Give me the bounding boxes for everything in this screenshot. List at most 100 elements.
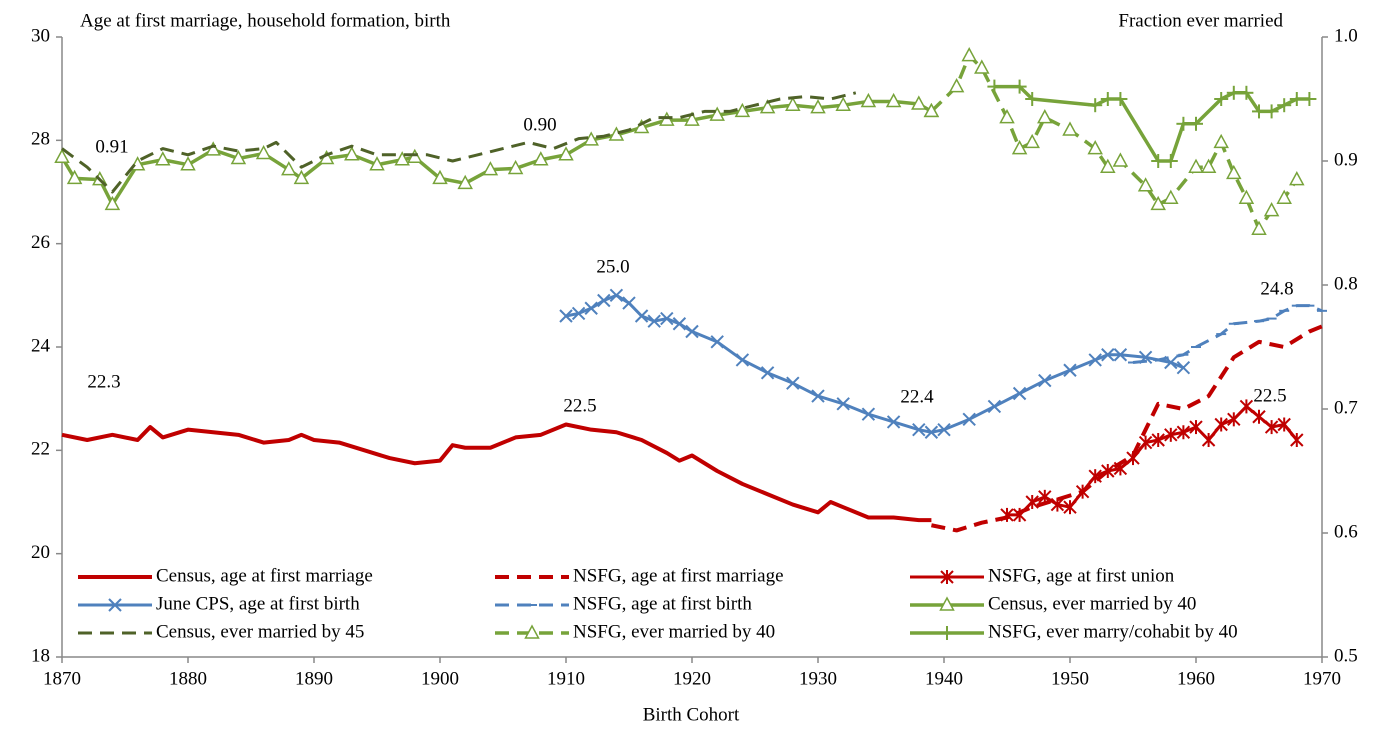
marker-shape	[1150, 195, 1166, 211]
x-tick-label: 1870	[43, 668, 81, 689]
legend-label: Census, ever married by 40	[988, 593, 1196, 614]
marker	[685, 324, 699, 339]
marker-stroke	[1176, 360, 1191, 375]
marker	[622, 296, 636, 310]
marker-stroke	[647, 314, 661, 328]
marker	[1063, 500, 1077, 515]
marker	[559, 309, 573, 323]
marker-shape	[948, 78, 965, 93]
marker	[948, 78, 965, 93]
marker-shape	[911, 95, 927, 110]
marker-shape	[999, 109, 1015, 124]
marker	[482, 161, 499, 176]
marker	[786, 376, 800, 390]
marker	[860, 92, 877, 108]
marker	[230, 149, 247, 165]
marker-shape	[1289, 171, 1305, 186]
marker	[1100, 158, 1116, 173]
marker	[672, 317, 687, 331]
marker-shape	[1188, 158, 1204, 173]
marker-shape	[533, 151, 549, 166]
marker	[394, 151, 410, 166]
marker	[457, 174, 473, 190]
marker	[1251, 220, 1267, 235]
marker-stroke	[1113, 348, 1128, 362]
marker	[584, 301, 598, 315]
y-tick-label: 30	[31, 25, 50, 46]
marker-stroke	[584, 301, 598, 315]
annotation: 22.5	[563, 395, 596, 416]
marker	[205, 141, 221, 156]
marker	[507, 159, 524, 175]
marker	[558, 146, 574, 161]
marker-stroke	[962, 412, 976, 427]
marker	[710, 335, 724, 349]
marker	[524, 624, 540, 639]
annotation: 22.4	[900, 386, 934, 407]
marker	[1050, 497, 1065, 512]
marker	[1012, 386, 1027, 401]
marker	[911, 95, 927, 110]
marker	[836, 397, 850, 411]
marker-shape	[1163, 189, 1179, 204]
legend-label: Census, ever married by 45	[156, 621, 364, 642]
marker	[1252, 409, 1266, 424]
marker	[885, 92, 902, 108]
marker-shape	[608, 126, 625, 141]
marker-shape	[344, 146, 360, 161]
marker	[962, 412, 976, 427]
y2-tick-label: 0.6	[1334, 521, 1358, 542]
marker-stroke	[609, 288, 624, 303]
marker	[1038, 373, 1052, 388]
marker-shape	[558, 146, 574, 161]
marker	[811, 389, 825, 403]
annotation: 25.0	[596, 256, 629, 277]
marker	[709, 106, 725, 121]
marker-stroke	[836, 397, 850, 411]
legend-label: NSFG, ever married by 40	[573, 621, 775, 642]
marker	[1012, 79, 1027, 94]
marker	[1277, 98, 1292, 113]
y-tick-label: 28	[31, 129, 50, 150]
marker	[734, 102, 751, 118]
marker	[1011, 140, 1028, 155]
marker-stroke	[786, 376, 800, 390]
marker	[937, 422, 951, 437]
marker-shape	[835, 96, 851, 111]
y-tick-label: 18	[31, 645, 50, 666]
marker-shape	[885, 92, 902, 108]
marker	[1226, 85, 1241, 100]
y-axis-title: Age at first marriage, household formati…	[80, 10, 451, 31]
marker	[1238, 189, 1255, 204]
marker	[1252, 104, 1266, 119]
marker-shape	[369, 156, 385, 171]
marker	[1088, 469, 1102, 484]
marker	[1062, 121, 1078, 136]
marker-stroke	[760, 366, 775, 380]
marker	[180, 156, 196, 171]
marker	[1302, 92, 1317, 106]
marker-shape	[939, 596, 955, 611]
marker	[999, 109, 1015, 124]
marker	[1290, 433, 1304, 447]
marker	[835, 96, 851, 111]
marker	[1151, 433, 1165, 447]
x-axis-title: Birth Cohort	[643, 704, 740, 725]
marker	[1263, 202, 1280, 217]
marker	[369, 156, 385, 171]
marker-stroke	[912, 422, 926, 437]
marker-stroke	[622, 296, 636, 310]
marker	[1188, 158, 1204, 173]
marker	[912, 422, 926, 437]
marker	[961, 47, 977, 62]
marker-shape	[205, 141, 221, 156]
marker	[974, 59, 990, 74]
marker-stroke	[597, 293, 611, 308]
marker	[1189, 116, 1203, 131]
marker-shape	[1251, 220, 1267, 235]
marker	[1239, 85, 1254, 100]
legend-label: Census, age at first marriage	[156, 565, 373, 586]
marker-shape	[507, 159, 524, 175]
marker	[1088, 98, 1103, 113]
